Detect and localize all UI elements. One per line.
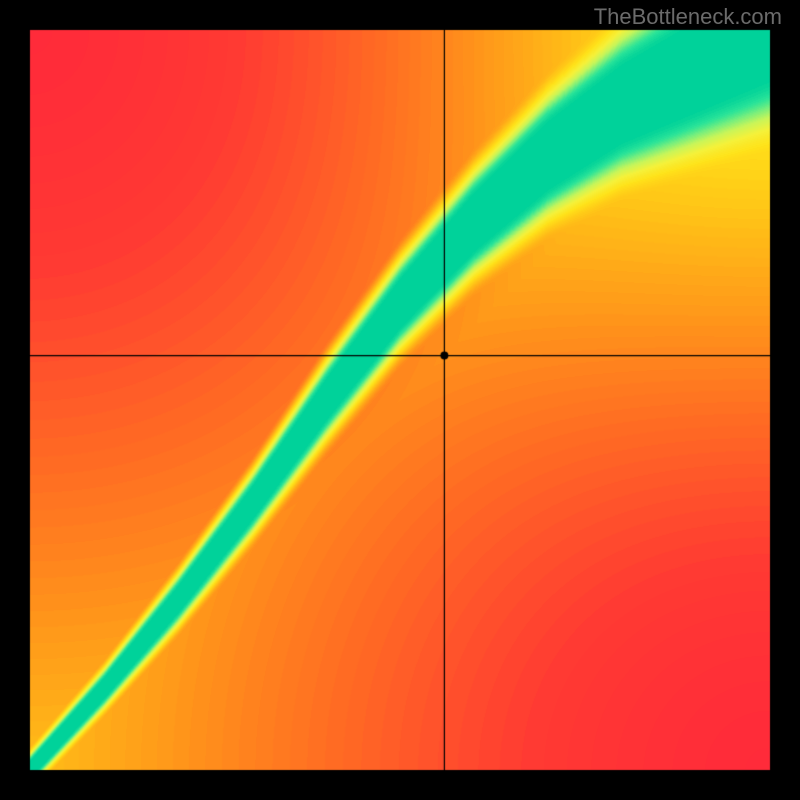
- watermark-text: TheBottleneck.com: [594, 4, 782, 30]
- chart-container: TheBottleneck.com: [0, 0, 800, 800]
- heatmap-canvas: [0, 0, 800, 800]
